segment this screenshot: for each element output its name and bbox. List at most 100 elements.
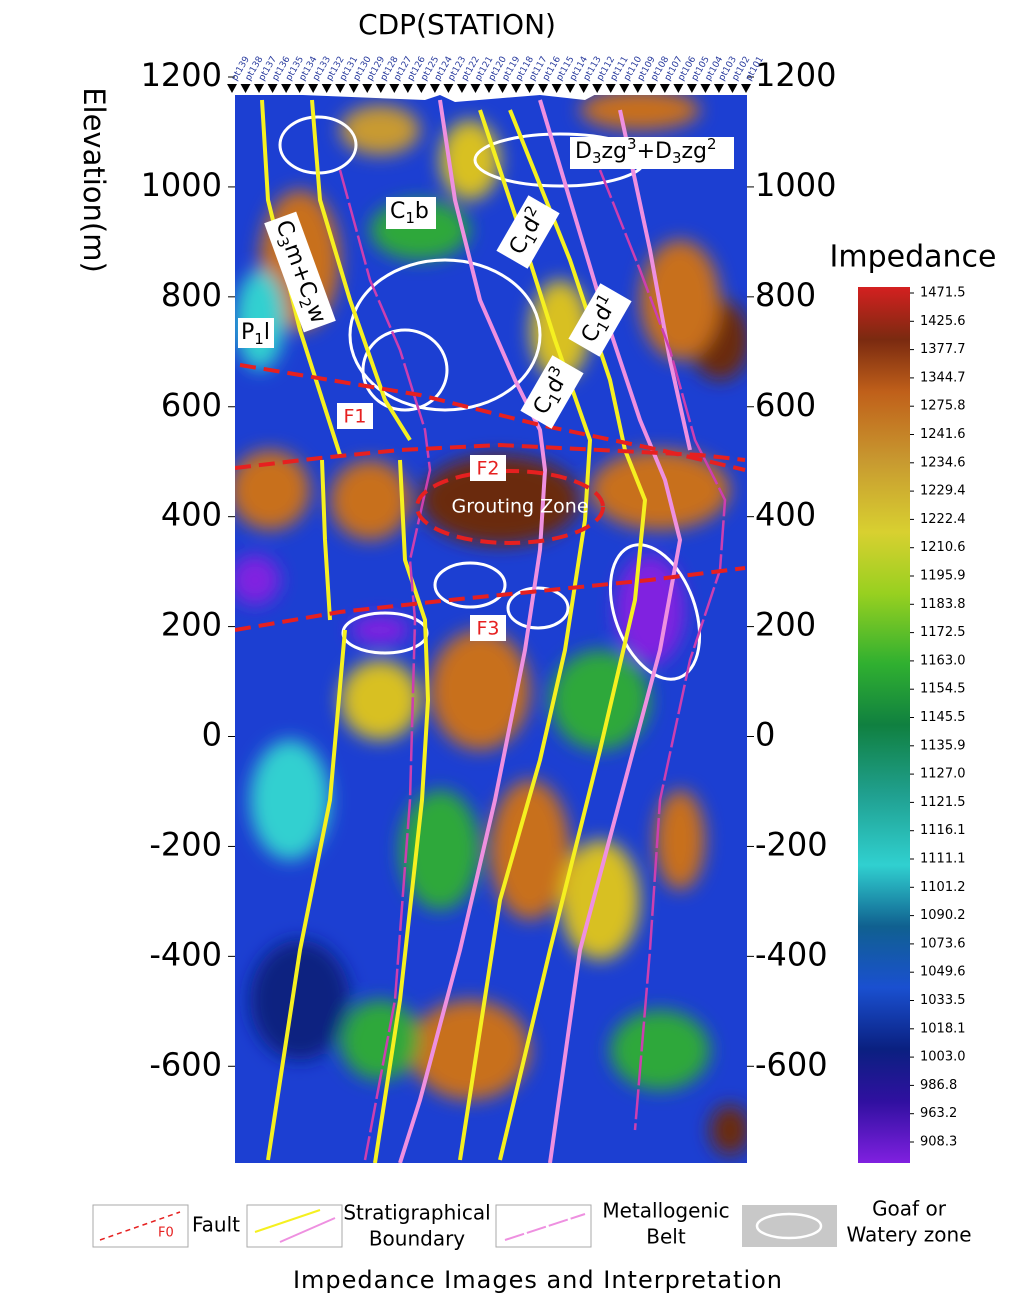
station-marker	[308, 84, 319, 93]
colorbar-tick-label: 1127.0	[920, 767, 966, 782]
fault-label: F1	[343, 406, 366, 428]
legend-label: Belt	[646, 1225, 686, 1249]
station-marker	[254, 84, 265, 93]
station-marker	[511, 84, 522, 93]
colorbar-tick-label: 908.3	[920, 1135, 957, 1150]
station-marker	[686, 84, 697, 93]
station-marker	[484, 84, 494, 93]
station-marker	[443, 84, 454, 93]
colorbar-tick-label: 1234.6	[920, 455, 966, 470]
station-marker	[416, 84, 427, 93]
chart-title: CDP(STATION)	[358, 8, 556, 41]
legend-label: Watery zone	[846, 1223, 971, 1247]
legend-label: Fault	[192, 1213, 240, 1237]
colorbar-tick-label: 1163.0	[920, 653, 966, 668]
station-marker	[592, 84, 603, 93]
colorbar-tick-label: 1229.4	[920, 484, 966, 499]
station-marker	[389, 84, 400, 93]
colorbar	[858, 287, 910, 1163]
station-marker	[619, 84, 630, 93]
colorbar-tick-label: 1090.2	[920, 908, 966, 923]
legend-label: Stratigraphical	[343, 1201, 490, 1225]
station-marker	[538, 84, 549, 93]
station-marker	[700, 84, 711, 93]
formation-label: D3zg3+D3zg2	[575, 135, 717, 167]
y2-tick-label: 600	[755, 386, 816, 424]
station-marker	[646, 84, 657, 93]
y-tick-label: -400	[149, 935, 222, 973]
station-marker	[565, 84, 576, 93]
station-marker	[267, 84, 278, 93]
fault-label: F3	[476, 618, 499, 640]
station-marker	[335, 84, 346, 93]
station-marker	[321, 84, 332, 93]
legend-label: Goaf or	[872, 1197, 947, 1221]
y-axis-label: Elevation(m)	[77, 87, 111, 273]
colorbar-tick-label: 986.8	[920, 1078, 957, 1093]
station-marker	[429, 84, 440, 93]
colorbar-tick-label: 1111.1	[920, 852, 966, 867]
colorbar-tick-label: 1049.6	[920, 965, 966, 980]
station-marker	[281, 84, 292, 93]
station-marker	[456, 84, 467, 93]
colorbar-tick-label: 1195.9	[920, 569, 966, 584]
station-marker	[632, 84, 643, 93]
station-marker	[240, 84, 251, 93]
colorbar-tick-label: 1471.5	[920, 286, 966, 301]
colorbar-tick-label: 1003.0	[920, 1050, 966, 1065]
colorbar-tick-label: 1145.5	[920, 710, 966, 725]
y2-tick-label: 1000	[755, 166, 836, 204]
station-marker	[659, 84, 670, 93]
y-tick-label: 800	[161, 276, 222, 314]
colorbar-tick-label: 1275.8	[920, 399, 966, 414]
y2-tick-label: 400	[755, 496, 816, 534]
y-tick-label: 200	[161, 606, 222, 644]
station-marker	[362, 84, 373, 93]
y2-tick-label: 200	[755, 606, 816, 644]
station-marker	[497, 84, 508, 93]
y-tick-label: 400	[161, 496, 222, 534]
y2-tick-label: 800	[755, 276, 816, 314]
colorbar-tick-label: 1018.1	[920, 1021, 966, 1036]
formation-labels: P1l C3m+C2w C1b C1d2 C1d1 C1d3 D3zg3+D3z…	[238, 135, 734, 641]
formation-label: C1b	[390, 199, 429, 227]
station-marker	[348, 84, 359, 93]
colorbar-tick-label: 1116.1	[920, 823, 966, 838]
colorbar-tick-label: 1183.8	[920, 597, 966, 612]
colorbar-tick-label: 1344.7	[920, 370, 966, 385]
colorbar-tick-label: 1121.5	[920, 795, 966, 810]
y-tick-label: -600	[149, 1045, 222, 1083]
station-marker	[524, 84, 535, 93]
colorbar-tick-label: 1210.6	[920, 540, 966, 555]
y2-tick-label: 0	[755, 716, 775, 754]
caption: Impedance Images and Interpretation	[293, 1266, 783, 1294]
y2-tick-label: -200	[755, 825, 828, 863]
colorbar-tick-label: 1172.5	[920, 625, 966, 640]
y-tick-label: 0	[202, 716, 222, 754]
colorbar-tick-label: 1033.5	[920, 993, 966, 1008]
y-tick-label: 1000	[141, 166, 222, 204]
colorbar-tick-label: 963.2	[920, 1106, 957, 1121]
colorbar-tick-label: 1425.6	[920, 314, 966, 329]
legend-label: Boundary	[369, 1227, 465, 1251]
legend-sample: F0	[158, 1226, 174, 1241]
y-tick-label: -200	[149, 825, 222, 863]
station-marker	[578, 84, 589, 93]
colorbar-tick-label: 1377.7	[920, 342, 966, 357]
y2-tick-label: -400	[755, 935, 828, 973]
colorbar-tick-label: 1222.4	[920, 512, 966, 527]
grouting-zone-label: Grouting Zone	[451, 496, 588, 518]
y-tick-label: 600	[161, 386, 222, 424]
y2-tick-label: -600	[755, 1045, 828, 1083]
fault-label: F2	[476, 458, 499, 480]
station-marker	[470, 84, 481, 93]
colorbar-title: Impedance	[830, 240, 997, 275]
station-marker	[294, 84, 305, 93]
topography	[228, 85, 760, 102]
station-marker	[375, 84, 386, 93]
y2-tick-label: 1200	[755, 56, 836, 94]
impedance-image	[235, 95, 747, 1163]
station-marker	[741, 84, 751, 93]
colorbar-tick-label: 1101.2	[920, 880, 966, 895]
